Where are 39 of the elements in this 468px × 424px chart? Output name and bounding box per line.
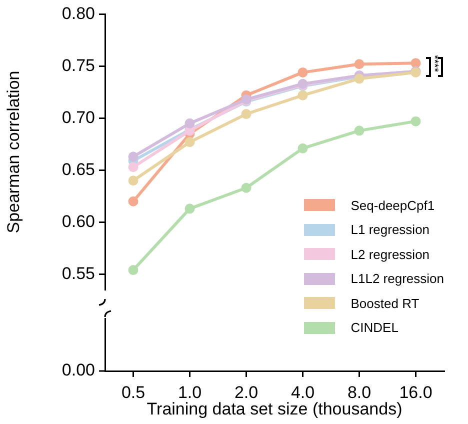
legend-label: L1 regression — [350, 222, 430, 238]
text: 0.00 — [62, 360, 95, 380]
point — [184, 118, 195, 128]
x-tick-label: 0.5 — [121, 382, 146, 402]
x-tick-label: 8.0 — [347, 382, 372, 402]
legend-label: L1L2 regression — [350, 271, 444, 286]
point — [184, 137, 195, 148]
point — [298, 67, 308, 78]
point — [410, 58, 421, 68]
point — [241, 182, 252, 193]
y-tick-label: 0.55 — [62, 264, 95, 283]
annotation: **** — [426, 55, 441, 72]
x-tick-label: 16.0 — [399, 382, 432, 402]
point — [128, 152, 138, 162]
point — [241, 109, 252, 120]
point — [298, 143, 308, 154]
point — [128, 196, 138, 206]
y-tick-label: 0.75 — [62, 56, 95, 75]
point — [184, 204, 195, 214]
legend-label: Seq-deepCpf1 — [350, 198, 435, 213]
x-tick-label: 1.0 — [178, 382, 202, 402]
point — [128, 265, 138, 276]
y-axis-title: Spearman correlation — [4, 70, 23, 234]
legend-label: CINDEL — [350, 320, 398, 336]
point — [128, 162, 138, 172]
legend-label: L2 regression — [350, 246, 430, 262]
x-tick-label: 4.0 — [290, 382, 315, 402]
point — [298, 90, 308, 100]
y-tick-label: 0.65 — [62, 160, 95, 179]
x-tick-label: 2.0 — [234, 382, 258, 402]
point — [354, 126, 364, 136]
x-axis-title: Training data set size (thousands) — [146, 399, 402, 418]
legend-label: Boosted RT — [350, 296, 420, 311]
y-tick-label: 0.80 — [62, 4, 95, 23]
point — [410, 116, 421, 126]
point — [354, 59, 364, 70]
y-tick-label: 0.70 — [62, 108, 95, 127]
y-tick-label: 0.60 — [62, 212, 95, 231]
point — [128, 176, 138, 186]
